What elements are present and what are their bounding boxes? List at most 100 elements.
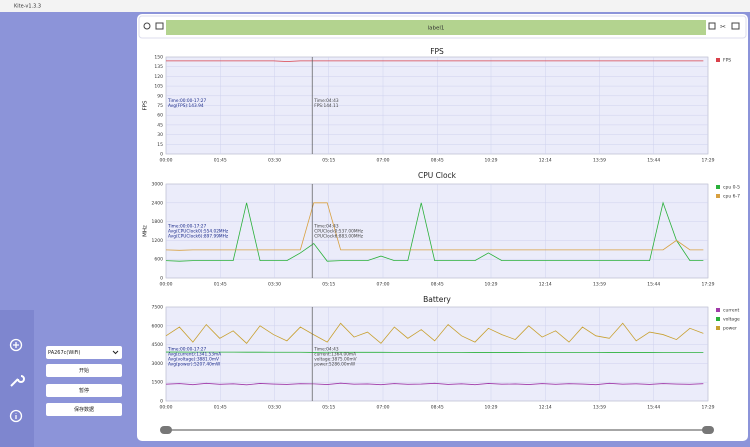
series-line (165, 201, 704, 262)
y-tick-label: 4500 (152, 342, 164, 348)
x-tick-label: 01:45 (214, 405, 227, 411)
button-label: 暂停 (79, 387, 89, 394)
x-tick-label: 01:45 (214, 282, 227, 288)
label-bar (166, 20, 706, 35)
x-tick-label: 10:29 (485, 405, 498, 411)
y-axis-label: MHz (143, 225, 149, 237)
annotation: voltage:3875.00mV (314, 357, 356, 363)
x-tick-label: 15:44 (647, 282, 660, 288)
series-line (165, 202, 704, 251)
image-icon[interactable] (155, 22, 164, 30)
series-line (165, 322, 704, 344)
annotation: Time:04:43 (313, 224, 339, 230)
legend-label: cpu 0-5 (723, 185, 740, 191)
annotation: Time:00:00-17:27 (167, 224, 207, 230)
annotation: Avg(FPS):143.94 (168, 103, 204, 109)
slider-handle-end[interactable] (702, 426, 714, 434)
y-tick-label: 7500 (152, 305, 164, 311)
window-title: Kite-v1.3.3 (14, 4, 41, 10)
y-tick-label: 105 (154, 84, 163, 90)
y-tick-label: 45 (157, 122, 163, 128)
annotation: FPS:144.11 (314, 103, 339, 109)
x-tick-label: 13:59 (593, 405, 606, 411)
legend-swatch (716, 317, 720, 321)
legend-label: power (723, 326, 737, 332)
series-line (165, 382, 704, 386)
x-tick-label: 10:29 (485, 282, 498, 288)
legend-swatch (716, 326, 720, 330)
y-tick-label: 1200 (152, 238, 164, 244)
device-dropdown[interactable] (46, 346, 122, 359)
legend-label: current (723, 308, 739, 314)
wrench-icon[interactable] (10, 375, 25, 387)
x-tick-label: 00:00 (160, 158, 173, 164)
x-tick-label: 03:30 (268, 405, 281, 411)
legend-label: FPS (723, 58, 731, 64)
slider-handle-start[interactable] (160, 426, 172, 434)
button[interactable] (46, 364, 122, 377)
x-tick-label: 12:14 (539, 158, 552, 164)
x-tick-label: 17:29 (702, 282, 715, 288)
info-icon[interactable] (9, 409, 23, 423)
annotation: Time:00:00-17:27 (167, 347, 207, 353)
x-tick-label: 07:00 (377, 158, 390, 164)
x-tick-label: 12:14 (539, 405, 552, 411)
y-tick-label: 2400 (152, 200, 164, 206)
x-tick-label: 00:00 (160, 405, 173, 411)
folder-icon[interactable] (731, 22, 740, 30)
annotation: Avg(current):1341.53mA (168, 352, 221, 358)
chart-title: FPS (430, 47, 444, 56)
x-tick-label: 13:59 (593, 158, 606, 164)
x-tick-label: 12:14 (539, 282, 552, 288)
y-tick-label: 135 (154, 64, 163, 70)
y-tick-label: 3000 (152, 182, 164, 188)
x-tick-label: 03:30 (268, 158, 281, 164)
chart-title: Battery (423, 295, 451, 304)
x-tick-label: 05:15 (322, 405, 335, 411)
x-tick-label: 08:45 (431, 158, 444, 164)
x-tick-label: 01:45 (214, 158, 227, 164)
series-line (166, 60, 704, 62)
user-icon[interactable] (143, 22, 151, 30)
cut-icon[interactable]: ✂ (720, 23, 726, 31)
x-tick-label: 15:44 (647, 405, 660, 411)
annotation: Time:00:00-17:27 (167, 98, 207, 104)
x-tick-label: 07:00 (377, 282, 390, 288)
annotation: Time:04:43 (313, 98, 339, 104)
side-rail (0, 310, 34, 447)
y-axis-label: FPS (143, 100, 149, 110)
y-tick-label: 120 (154, 74, 163, 80)
x-tick-label: 08:45 (431, 282, 444, 288)
annotation: CPUClock0:537.00MHz (314, 229, 364, 235)
y-tick-label: 0 (160, 276, 163, 282)
save-icon[interactable] (708, 22, 716, 30)
y-tick-label: 60 (157, 113, 163, 119)
plot-area (165, 306, 709, 402)
button-label: 保存数据 (74, 406, 94, 413)
button-label: 开始 (79, 367, 89, 374)
x-tick-label: 17:29 (702, 158, 715, 164)
legend-label: voltage (723, 317, 740, 323)
x-tick-label: 03:30 (268, 282, 281, 288)
y-tick-label: 0 (160, 152, 163, 158)
charts: FPS FPS 0 15 30 45 60 75 90 105 120 135 150 00:00 01:4… (143, 47, 741, 411)
y-tick-label: 150 (154, 55, 163, 61)
button[interactable] (46, 403, 122, 416)
y-tick-label: 6000 (152, 323, 164, 329)
legend-swatch (716, 308, 720, 312)
device-name: PA267c(WiFi) (48, 350, 80, 356)
y-tick-label: 15 (157, 142, 163, 148)
chart-title: CPU Clock (418, 171, 457, 180)
annotation: Time:04:43 (313, 347, 339, 353)
x-tick-label: 00:00 (160, 282, 173, 288)
series-line (165, 351, 704, 354)
y-tick-label: 0 (160, 399, 163, 405)
annotation: Avg(power):5207.40mW (168, 362, 221, 368)
annotation: Avg(voltage):3881.0mV (168, 357, 219, 363)
button[interactable] (46, 384, 122, 397)
dropdown-arrow (112, 350, 119, 355)
add-icon[interactable] (9, 338, 23, 352)
title-bar (0, 0, 750, 12)
annotation: current:1364.00mA (314, 352, 356, 358)
